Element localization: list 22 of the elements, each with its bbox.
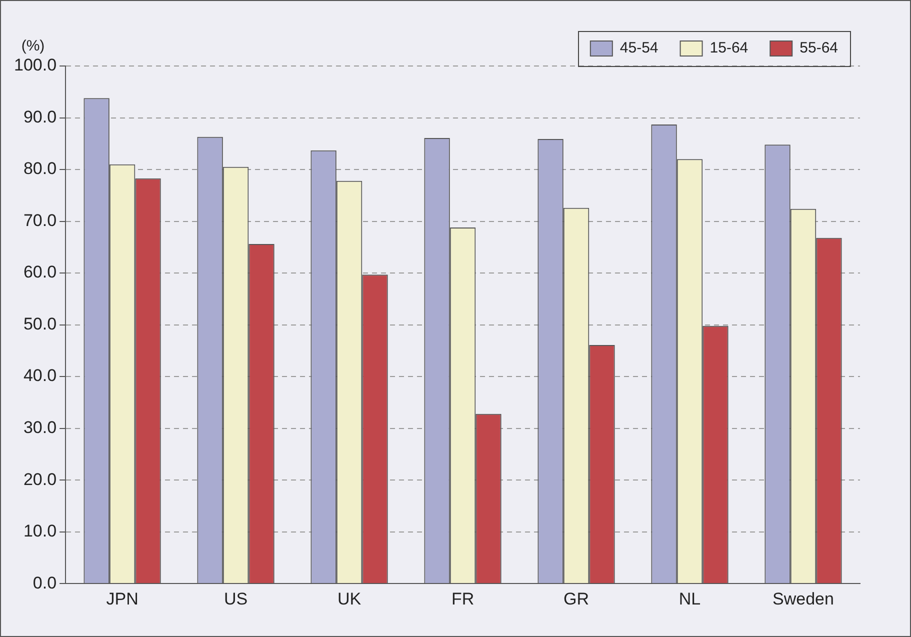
y-axis-title: (%) (21, 38, 45, 55)
x-tick-label: NL (678, 589, 701, 608)
y-tick-label: 50.0 (23, 314, 57, 334)
y-tick-label: 100.0 (14, 56, 57, 75)
y-tick-label: 40.0 (23, 366, 57, 386)
x-tick-label: GR (564, 589, 590, 608)
y-tick-label: 60.0 (23, 262, 57, 282)
x-tick-label: US (224, 589, 248, 608)
x-tick-label: Sweden (772, 589, 834, 608)
y-tick-label: 30.0 (23, 418, 57, 438)
legend-label: 45-54 (620, 40, 658, 57)
x-tick-label: JPN (106, 589, 138, 608)
y-tick-label: 70.0 (23, 210, 57, 230)
x-tick-label: FR (451, 589, 474, 608)
legend-label: 55-64 (800, 40, 838, 57)
y-tick-label: 80.0 (23, 159, 57, 178)
y-tick-label: 90.0 (23, 107, 57, 126)
y-tick-label: 20.0 (23, 470, 57, 489)
x-tick-label: UK (337, 589, 362, 608)
legend-label: 15-64 (710, 40, 748, 57)
y-tick-label: 0.0 (32, 573, 57, 592)
y-tick-label: 10.0 (23, 522, 57, 541)
